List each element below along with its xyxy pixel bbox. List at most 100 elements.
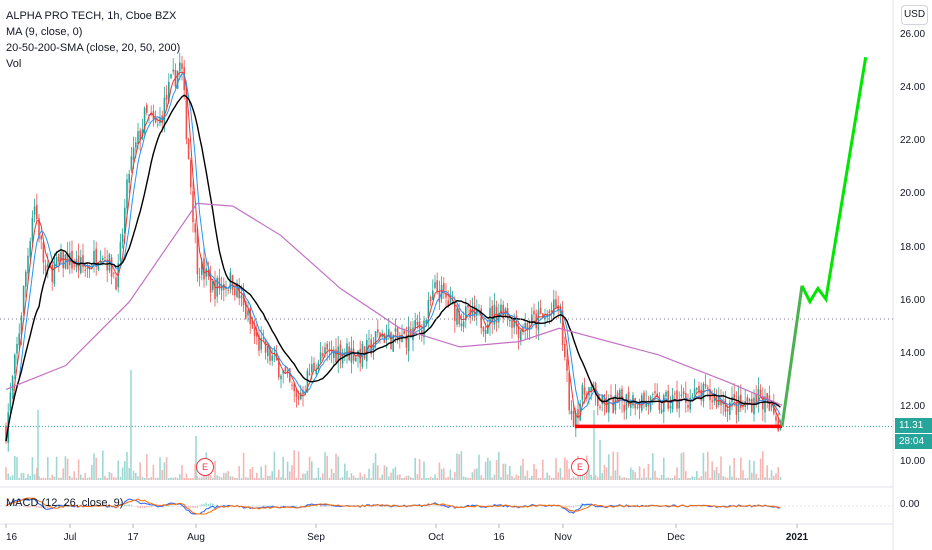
candle-body (766, 393, 768, 400)
candle-body (154, 117, 157, 123)
candle-body (194, 223, 196, 233)
candle-body (5, 425, 7, 442)
macd-tick-label: 0.00 (900, 499, 920, 510)
candle-body (212, 281, 214, 290)
macd-histogram-bar (471, 505, 474, 507)
volume-bar (517, 475, 520, 480)
candle-body (711, 400, 713, 403)
volume-bar (700, 476, 702, 480)
candle-body (368, 338, 370, 340)
candle-body (773, 402, 775, 414)
volume-bar (568, 468, 570, 480)
candle-body (429, 296, 432, 301)
volume-bar (53, 476, 56, 480)
volume-bar (73, 471, 75, 480)
volume-bar (308, 456, 311, 480)
macd-histogram-bar (25, 506, 27, 508)
volume-bar (729, 465, 731, 480)
candle-body (377, 329, 379, 333)
candle-body (185, 88, 188, 140)
candle-body (44, 265, 47, 271)
macd-histogram-bar (324, 506, 326, 507)
projection-line (800, 57, 868, 305)
volume-bar (157, 477, 159, 480)
candle-body (82, 255, 84, 268)
volume-bar (62, 468, 64, 480)
price-tick-label: 16.00 (900, 294, 926, 306)
candle-body (748, 399, 751, 402)
volume-bar (689, 477, 691, 480)
volume-bar (465, 476, 467, 480)
candle-body (187, 139, 190, 159)
candle-body (581, 384, 584, 401)
candle-body (297, 395, 300, 400)
ma-legend[interactable]: MA (9, close, 0) (6, 26, 83, 38)
macd-histogram-bar (284, 505, 287, 507)
earnings-marker-icon[interactable]: E (571, 458, 589, 476)
candle-body (403, 330, 405, 335)
macd-histogram-bar (196, 506, 199, 508)
candle-body (630, 403, 632, 408)
candle-body (550, 309, 553, 313)
volume-bar (51, 474, 53, 480)
candle-body (522, 326, 524, 332)
macd-histogram-bar (293, 505, 295, 507)
candle-body (196, 228, 199, 275)
sma-legend[interactable]: 20-50-200-SMA (close, 20, 50, 200) (6, 42, 181, 54)
candle-body (740, 394, 742, 408)
volume-bar (337, 456, 339, 480)
earnings-marker-icon[interactable]: E (196, 458, 214, 476)
volume-bar (319, 477, 322, 480)
volume-bar (691, 476, 694, 480)
volume-legend[interactable]: Vol (6, 58, 22, 70)
candle-body (456, 308, 458, 325)
volume-bar (467, 477, 469, 480)
candle-body (106, 259, 108, 271)
macd-legend[interactable]: MACD (12, 26, close, 9) (6, 497, 124, 509)
volume-bar (341, 477, 344, 480)
candle-body (253, 327, 256, 336)
candle-body (462, 321, 465, 328)
macd-histogram-bar (36, 506, 38, 508)
volume-bar (572, 476, 575, 480)
time-tick-label: Oct (428, 532, 444, 543)
macd-histogram-bar (47, 506, 49, 509)
candle-body (295, 389, 298, 397)
macd-histogram-bar (139, 506, 141, 509)
candle-body (104, 256, 106, 258)
candle-body (755, 393, 757, 405)
volume-bar (704, 471, 707, 480)
volume-bar (242, 452, 245, 480)
volume-bar (634, 472, 636, 480)
candle-body (599, 406, 601, 408)
currency-badge[interactable]: USD (901, 5, 928, 25)
volume-bar (713, 470, 716, 480)
volume-bar (542, 459, 544, 480)
candle-body (465, 306, 467, 321)
candle-body (9, 392, 12, 412)
volume-bar (566, 459, 568, 480)
candle-body (399, 339, 401, 341)
macd-histogram-bar (174, 505, 177, 507)
price-tick-label: 10.00 (900, 456, 926, 467)
volume-bar (339, 477, 342, 480)
candle-body (60, 251, 62, 261)
volume-bar (632, 470, 634, 480)
volume-bar (317, 467, 320, 480)
candle-body (293, 383, 295, 392)
volume-bar (557, 472, 559, 480)
volume-bar (410, 477, 412, 480)
candle-body (102, 258, 104, 261)
volume-bar (357, 477, 359, 480)
macd-histogram-bar (313, 505, 315, 507)
volume-bar (421, 477, 423, 480)
candle-body (616, 392, 619, 401)
volume-bar (396, 475, 399, 480)
volume-bar (372, 462, 375, 480)
candle-body (709, 389, 711, 401)
candle-body (209, 273, 212, 293)
macd-histogram-bar (150, 506, 152, 508)
symbol-title[interactable]: ALPHA PRO TECH, 1h, Cboe BZX (6, 10, 177, 22)
volume-bar (150, 476, 152, 480)
